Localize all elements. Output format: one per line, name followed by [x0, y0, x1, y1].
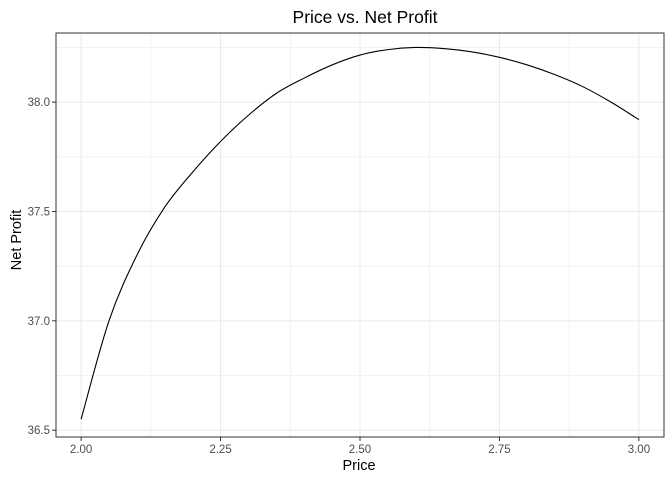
y-tick-label-2: 37.5	[28, 206, 50, 218]
x-tick-label-2: 2.50	[349, 444, 371, 456]
x-tick-label-3: 2.75	[488, 444, 510, 456]
series-line-0	[80, 46, 640, 420]
y-tick-label-3: 38.0	[28, 97, 50, 109]
y-tick-label-1: 37.0	[28, 316, 50, 328]
y-axis-title: Net Profit	[9, 210, 25, 270]
x-axis-title: Price	[342, 458, 375, 474]
x-axis: 2.00 2.25 2.50 2.75 3.00	[70, 437, 650, 456]
x-tick-label-4: 3.00	[628, 444, 650, 456]
x-tick-label-1: 2.25	[209, 444, 231, 456]
y-tick-label-0: 36.5	[28, 425, 50, 437]
y-axis: 36.5 37.0 37.5 38.0	[28, 97, 56, 437]
chart-title: Price vs. Net Profit	[293, 7, 438, 27]
series-layer	[80, 46, 640, 420]
grid-major	[56, 33, 664, 437]
x-tick-label-0: 2.00	[70, 444, 92, 456]
